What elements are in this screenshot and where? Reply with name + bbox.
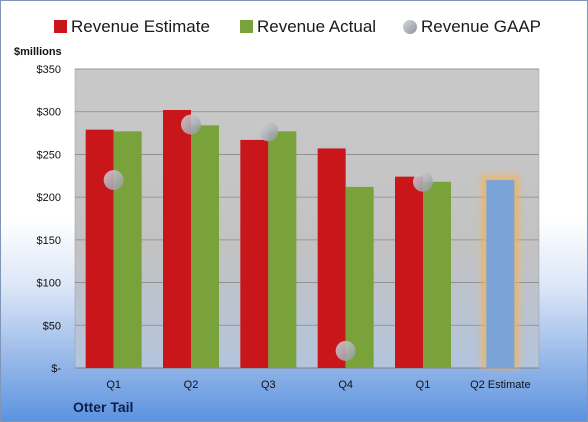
gaap-markers	[103, 114, 433, 361]
y-tick-label: $150	[37, 235, 61, 247]
y-tick-label: $350	[37, 64, 61, 76]
gridlines	[75, 68, 539, 369]
bar-revenue-estimate	[163, 110, 191, 369]
bar-revenue-actual	[345, 186, 374, 368]
bar-revenue-estimate	[395, 176, 423, 368]
bar-revenue-estimate	[85, 129, 114, 368]
gaap-marker	[335, 340, 356, 361]
company-name: Otter Tail	[73, 399, 133, 415]
y-tick-label: $50	[43, 320, 61, 332]
legend-swatch-gaap	[403, 20, 417, 34]
y-tick-label: $100	[37, 278, 61, 290]
y-tick-label: $300	[37, 107, 61, 119]
x-tick-label: Q3	[261, 379, 276, 391]
legend-swatch-estimate	[54, 20, 67, 33]
x-tick-label: Q2 Estimate	[470, 379, 531, 391]
bar-revenue-actual	[191, 125, 219, 368]
legend: Revenue Estimate Revenue Actual Revenue …	[54, 17, 541, 36]
legend-label-actual: Revenue Actual	[257, 17, 376, 36]
x-axis-ticks: Q1 Q2 Q3 Q4 Q1 Q2 Estimate	[106, 379, 530, 391]
x-tick-label: Q1	[416, 379, 431, 391]
y-tick-label: $250	[37, 149, 61, 161]
legend-swatch-actual	[240, 20, 253, 33]
gaap-marker	[258, 121, 279, 142]
y-tick-label: $-	[51, 363, 61, 375]
bar-revenue-actual	[268, 131, 297, 368]
x-tick-label: Q4	[338, 379, 353, 391]
x-tick-label: Q1	[106, 379, 121, 391]
bar-revenue-actual	[486, 180, 515, 368]
legend-label-estimate: Revenue Estimate	[71, 17, 210, 36]
gaap-marker	[413, 171, 433, 192]
bar-revenue-actual	[113, 131, 142, 368]
bar-revenue-estimate	[240, 139, 269, 368]
legend-label-gaap: Revenue GAAP	[421, 17, 541, 36]
gaap-marker	[103, 170, 124, 191]
y-axis-ticks: $- $50 $100 $150 $200 $250 $300 $350	[37, 64, 62, 375]
y-axis-unit-label: $millions	[14, 46, 62, 58]
gaap-marker	[181, 114, 201, 135]
bar-revenue-estimate	[317, 148, 346, 368]
plot-area	[74, 68, 540, 369]
y-tick-label: $200	[37, 192, 61, 204]
bar-revenue-actual	[423, 181, 451, 368]
x-tick-label: Q2	[184, 379, 199, 391]
bars	[85, 110, 520, 369]
